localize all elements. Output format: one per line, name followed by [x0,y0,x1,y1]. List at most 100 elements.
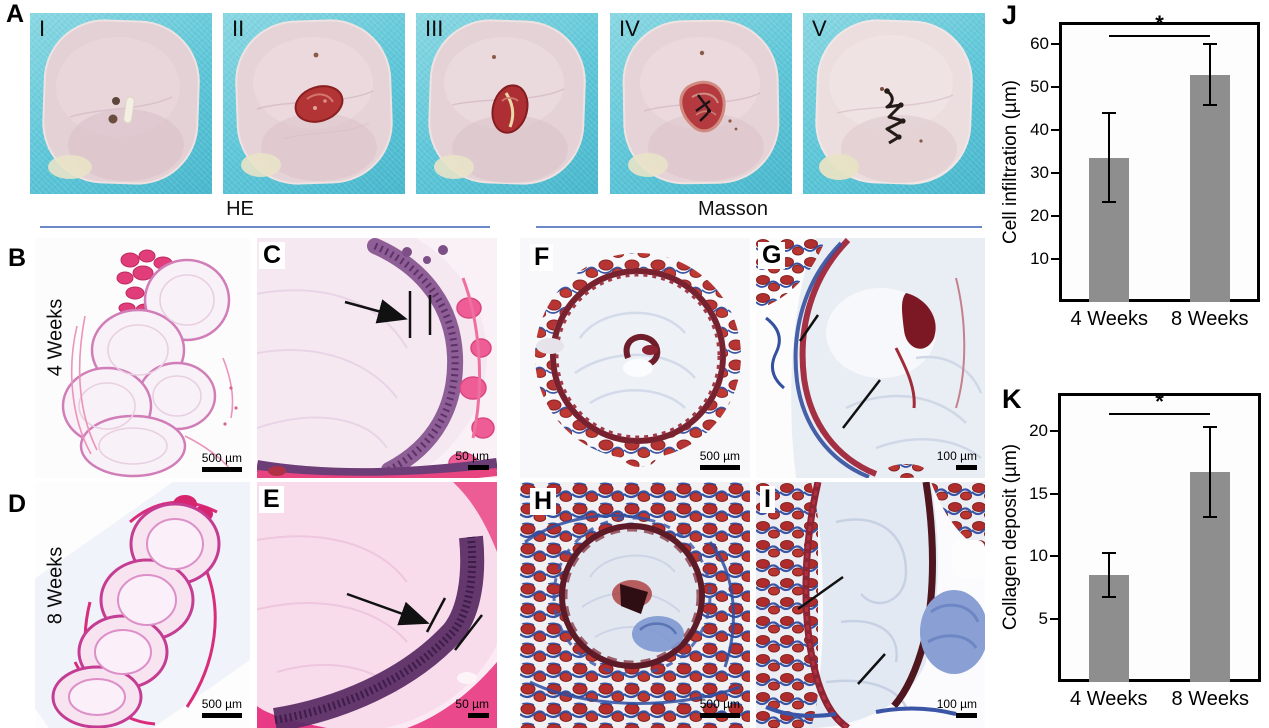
he-divider-line [40,226,490,228]
y-tick-label: 40 [1030,119,1049,139]
fibrous-capsule-blue [793,241,870,478]
error-bar [1108,113,1111,202]
marking-dot [108,114,118,124]
panel-label-d: D [8,490,27,518]
error-cap-bottom [1102,200,1117,203]
he-low-mag-4w-image [35,238,250,478]
open-wound [294,85,344,123]
masson-high-mag-8w-image [756,482,985,728]
fibrous-capsule-red [799,238,878,477]
collagen-whorl [632,616,684,652]
he-low-mag-8w-image [35,482,250,728]
photo-numeral: IV [619,16,640,41]
scale-bar-line [956,713,977,718]
y-tick-label: 5 [1038,609,1048,629]
scale-bar-line [202,713,242,718]
error-bar [1107,552,1110,597]
y-tick-mark [1051,128,1059,131]
significance-star: * [1155,389,1164,415]
scale-bar-line [700,713,740,718]
histology-panel-g: G 100 µm [756,238,985,478]
scale-bar-line [956,465,977,470]
he-high-mag-4w-image [257,238,497,478]
y-tick-mark [1051,214,1059,217]
tissue-photo-implant-wound [428,19,586,185]
scale-bar-line [468,713,489,718]
error-bar [1209,426,1212,518]
histology-panel-c: C 50 µm [257,238,497,478]
panel-label-k: K [1002,384,1022,414]
row-label-4-weeks: 4 Weeks [44,298,67,377]
y-tick-mark [1051,171,1059,174]
scale-bar: 500 µm [202,697,242,718]
cell-infiltration-rim [273,535,485,728]
panel-label-f: F [530,244,554,271]
y-tick-label: 10 [1030,248,1049,268]
implant-lobes [61,258,231,478]
he-high-mag-8w-image [257,482,497,728]
category-label: 4 Weeks [1070,688,1148,710]
histology-panel-d: 500 µm [35,482,250,728]
scale-bar: 50 µm [455,449,489,470]
y-tick-label: 60 [1030,33,1049,53]
masson-high-mag-4w-image [756,238,985,478]
scale-bar-label: 50 µm [455,697,489,711]
y-tick-mark [1050,618,1058,621]
scale-bar: 500 µm [700,449,740,470]
scale-bar-label: 500 µm [699,697,740,711]
scale-bar-label: 500 µm [201,697,242,711]
gross-photo-3: III [416,13,598,194]
surrounding-tissue [407,662,497,728]
central-keyhole [620,584,648,614]
significance-line [1108,413,1211,416]
implant-strip [123,96,135,124]
significance-line [1109,34,1210,37]
scale-bar-label: 100 µm [936,449,977,463]
marking-dot [112,97,120,105]
thickness-marker-lines [408,291,432,338]
scale-bar-label: 500 µm [699,449,740,463]
error-cap-top [1202,43,1217,46]
y-tick-label: 20 [1030,205,1049,225]
photo-numeral: II [232,16,245,41]
y-tick-label: 50 [1030,76,1049,96]
gross-photo-1: I [30,13,212,194]
photo-numeral: I [39,16,46,41]
gross-photo-4: IV [610,13,792,194]
scale-bar: 100 µm [937,697,977,718]
panel-label-g: G [758,242,786,269]
scale-bar: 500 µm [202,451,242,472]
chart-collagen-deposit: K Collagen deposit (µm) 5 10 15 20 4 Weeks 8 … [1000,384,1269,728]
central-dark-fold [902,293,936,349]
stain-header-masson: Masson [697,198,769,220]
y-tick-mark [1051,257,1059,260]
gross-photo-5: V [803,13,985,194]
error-bar [1208,44,1211,105]
y-tick-mark [1051,85,1059,88]
y-tick-mark [1050,429,1058,432]
panel-label-b: B [8,244,27,272]
y-tick-label: 30 [1030,162,1049,182]
tissue-photo-intact [42,19,200,185]
tissue-photo-open-wound [235,19,393,185]
scale-bar-line [202,467,242,472]
suture-line [885,89,905,145]
error-cap-top [1203,425,1218,428]
histology-panel-h: H 500 µm [520,482,750,728]
tissue-photo-closed-suture [815,19,973,185]
chart-cell-infiltration: J Cell infiltration (µm) 10 20 30 40 50 60 4 W… [1000,0,1269,340]
annotation-arrow [344,299,408,324]
scale-bar-label: 50 µm [455,449,489,463]
panel-label-a: A [6,0,25,28]
error-cap-top [1101,551,1116,554]
photo-numeral: V [812,16,827,41]
cell-infiltration-rim [367,238,464,478]
panel-label-e: E [259,486,284,513]
scale-bar-line [700,465,740,470]
suture-stitches [695,94,711,122]
category-label: 8 Weeks [1171,308,1249,330]
histology-panel-i: I 100 µm [756,482,985,728]
scale-bar-line [468,465,489,470]
annotation-lines [798,314,881,429]
